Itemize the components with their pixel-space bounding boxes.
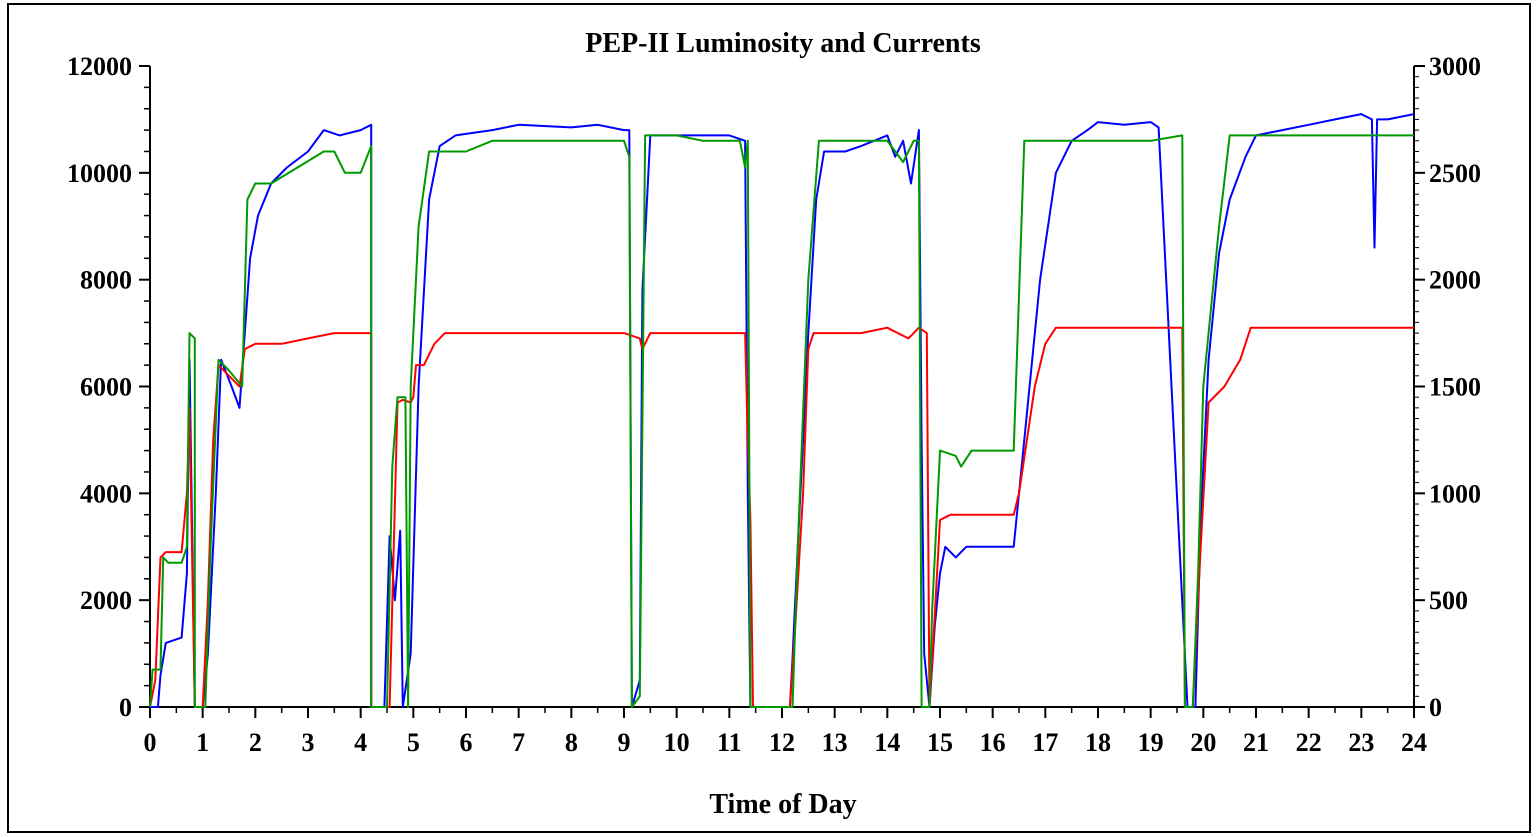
x-tick-label: 15 (927, 728, 953, 757)
x-tick-label: 2 (249, 728, 262, 757)
right-tick-label: 2000 (1429, 266, 1481, 295)
x-tick-label: 5 (407, 728, 420, 757)
luminosity-currents-chart: PEP-II Luminosity and Currents Time of D… (67, 28, 1481, 820)
right-tick-label: 2500 (1429, 159, 1481, 188)
series-line-1 (150, 113, 1415, 708)
x-tick-label: 7 (512, 728, 525, 757)
right-tick-label: 500 (1429, 586, 1468, 615)
left-tick-label: 12000 (67, 52, 132, 81)
x-tick-label: 4 (354, 728, 367, 757)
left-tick-label: 4000 (80, 479, 132, 508)
left-tick-label: 8000 (80, 266, 132, 295)
left-tick-label: 6000 (80, 373, 132, 402)
x-tick-label: 10 (664, 728, 690, 757)
x-tick-label: 23 (1348, 728, 1374, 757)
x-tick-label: 21 (1243, 728, 1269, 757)
series-line-3 (149, 134, 1414, 708)
x-tick-label: 1 (196, 728, 209, 757)
right-tick-label: 3000 (1429, 52, 1481, 81)
x-tick-label: 3 (302, 728, 315, 757)
x-tick-label: 8 (565, 728, 578, 757)
x-tick-label: 14 (874, 728, 900, 757)
left-tick-label: 10000 (67, 159, 132, 188)
x-tick-label: 20 (1190, 728, 1216, 757)
x-tick-label: 17 (1032, 728, 1058, 757)
plot-area: 0 1 2 3 4 5 6 7 8 9 10 11 12 13 14 15 16 17 18 19 20 21 22 23 24… (67, 52, 1481, 757)
x-tick-label: 9 (618, 728, 631, 757)
right-tick-label: 1500 (1429, 373, 1481, 402)
chart-title: PEP-II Luminosity and Currents (585, 28, 981, 59)
left-tick-label: 2000 (80, 586, 132, 615)
x-tick-label: 22 (1296, 728, 1322, 757)
x-axis-title: Time of Day (709, 789, 856, 820)
left-tick-label: 0 (119, 693, 132, 722)
x-tick-label: 11 (717, 728, 742, 757)
chart-frame: PEP-II Luminosity and Currents Time of D… (7, 3, 1531, 833)
x-tick-label: 13 (822, 728, 848, 757)
x-tick-label: 24 (1401, 728, 1427, 757)
x-tick-label: 16 (980, 728, 1006, 757)
x-tick-label: 19 (1138, 728, 1164, 757)
x-tick-label: 18 (1085, 728, 1111, 757)
x-tick-label: 12 (769, 728, 795, 757)
x-tick-label: 6 (460, 728, 473, 757)
right-tick-label: 1000 (1429, 479, 1481, 508)
x-tick-label: 0 (144, 728, 157, 757)
series-line-2 (149, 326, 1414, 708)
right-tick-label: 0 (1429, 693, 1442, 722)
